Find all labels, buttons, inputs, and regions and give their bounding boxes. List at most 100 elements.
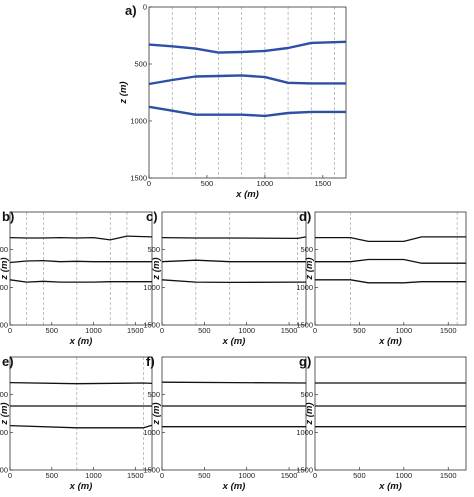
x-tick-label: 1000 <box>395 471 412 480</box>
series-line-3 <box>161 279 306 284</box>
series-line-2 <box>161 259 306 263</box>
x-axis-title: x (m) <box>235 189 259 200</box>
x-axis-title: x (m) <box>222 336 246 347</box>
series-line-1 <box>9 235 153 241</box>
plot-frame <box>9 211 153 326</box>
panel-e: 0 500 1000 1500 500 1000 1500 x (m) z (m) e) <box>0 354 153 492</box>
x-tick-label: 1000 <box>85 471 102 480</box>
series-line-2 <box>9 259 152 264</box>
y-axis-title: z (m) <box>0 402 10 425</box>
y-tick-label: 1000 <box>143 428 160 437</box>
series-line-1 <box>315 236 466 243</box>
panel-label: g) <box>299 354 311 369</box>
x-axis-title: x (m) <box>69 336 93 347</box>
y-tick-label: 1500 <box>296 466 313 475</box>
y-axis-title: z (m) <box>151 402 162 425</box>
x-tick-label: 0 <box>313 471 317 480</box>
series-line-2 <box>315 258 466 264</box>
y-tick-label: 1000 <box>130 117 147 126</box>
y-tick-label: 1500 <box>0 466 8 475</box>
x-tick-label: 1000 <box>238 326 255 335</box>
panel-label: b) <box>2 209 14 224</box>
x-tick-label: 0 <box>313 326 317 335</box>
plot-frame <box>314 211 467 326</box>
x-tick-label: 0 <box>160 471 164 480</box>
panel-label: a) <box>125 3 137 18</box>
series-line-1 <box>148 40 347 54</box>
y-tick-label: 500 <box>134 60 147 69</box>
x-tick-label: 1500 <box>440 471 457 480</box>
series-line-3 <box>315 279 466 284</box>
x-tick-label: 0 <box>147 179 151 188</box>
x-tick-label: 1500 <box>440 326 457 335</box>
x-tick-label: 500 <box>353 326 366 335</box>
panel-label: c) <box>146 209 158 224</box>
x-tick-label: 500 <box>46 326 59 335</box>
y-tick-label: 500 <box>147 390 160 399</box>
panel-label: e) <box>2 354 14 369</box>
y-tick-label: 1000 <box>296 428 313 437</box>
series-line-1 <box>161 381 307 384</box>
panel-b: 0 500 1000 1500 500 1000 1500 x (m) z (m) b) <box>0 209 153 347</box>
x-tick-label: 0 <box>8 326 12 335</box>
series-line-3 <box>9 279 152 283</box>
y-tick-label: 1500 <box>130 174 147 183</box>
series-line-3 <box>9 424 153 429</box>
x-tick-label: 1500 <box>127 326 144 335</box>
y-tick-label: 500 <box>0 245 8 254</box>
series-line-1 <box>9 381 153 385</box>
y-tick-label: 500 <box>300 245 313 254</box>
panel-d: 0 500 1000 1500 500 1000 1500 x (m) z (m) d) <box>296 209 467 347</box>
plot-frame <box>9 356 153 471</box>
y-axis-title: z (m) <box>304 402 315 425</box>
y-tick-label: 1500 <box>143 466 160 475</box>
y-tick-label: 1500 <box>0 321 8 330</box>
y-tick-label: 1000 <box>143 283 160 292</box>
x-tick-label: 1000 <box>238 471 255 480</box>
x-tick-label: 1500 <box>281 326 298 335</box>
y-tick-label: 1000 <box>296 283 313 292</box>
y-axis-title: z (m) <box>304 257 315 280</box>
x-tick-label: 500 <box>46 471 59 480</box>
plot-frame <box>314 356 467 471</box>
y-tick-label: 500 <box>147 245 160 254</box>
plot-frame <box>161 356 307 471</box>
panel-label: d) <box>299 209 311 224</box>
x-axis-title: x (m) <box>222 481 246 492</box>
panel-label: f) <box>146 354 155 369</box>
x-tick-label: 1500 <box>281 471 298 480</box>
y-tick-label: 1500 <box>143 321 160 330</box>
x-axis-title: x (m) <box>378 336 402 347</box>
panel-g: 0 500 1000 1500 500 1000 1500 x (m) z (m) g) <box>296 354 467 492</box>
y-tick-label: 1500 <box>296 321 313 330</box>
y-tick-label: 500 <box>0 390 8 399</box>
y-tick-label: 0 <box>143 3 147 12</box>
x-tick-label: 500 <box>198 326 211 335</box>
x-tick-label: 1000 <box>395 326 412 335</box>
y-axis-title: z (m) <box>151 257 162 280</box>
x-tick-label: 500 <box>198 471 211 480</box>
y-tick-label: 500 <box>300 390 313 399</box>
x-tick-label: 1500 <box>314 179 331 188</box>
plot-frame <box>161 211 307 326</box>
x-axis-title: x (m) <box>378 481 402 492</box>
x-tick-label: 1500 <box>127 471 144 480</box>
x-tick-label: 0 <box>8 471 12 480</box>
y-axis-title: z (m) <box>0 257 10 280</box>
panel-f: 0 500 1000 1500 500 1000 1500 x (m) z (m) f) <box>143 354 307 492</box>
series-line-2 <box>148 74 346 86</box>
x-axis-title: x (m) <box>69 481 93 492</box>
y-tick-label: 1000 <box>0 283 8 292</box>
x-tick-label: 0 <box>160 326 164 335</box>
series-line-3 <box>148 105 346 118</box>
y-axis-title: z (m) <box>118 81 129 104</box>
x-tick-label: 500 <box>201 179 214 188</box>
panel-c: 0 500 1000 1500 500 1000 1500 x (m) z (m) c) <box>143 209 307 347</box>
x-tick-label: 500 <box>353 471 366 480</box>
x-tick-label: 1000 <box>85 326 102 335</box>
y-tick-label: 1000 <box>0 428 8 437</box>
plot-frame <box>148 6 347 179</box>
series-line-1 <box>161 236 307 240</box>
